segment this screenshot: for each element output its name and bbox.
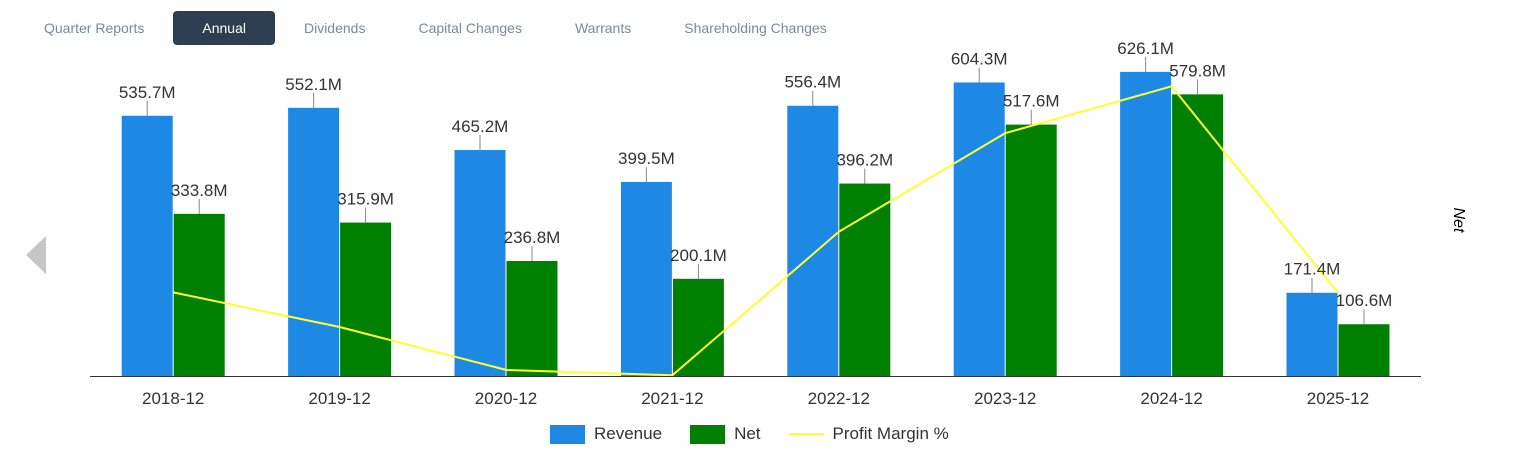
legend-item-revenue[interactable]: Revenue: [550, 424, 662, 444]
revenue-data-label-2024-12: 626.1M: [1117, 39, 1174, 58]
net-data-label-2024-12: 579.8M: [1169, 61, 1226, 80]
revenue-bar-2020-12[interactable]: [454, 150, 506, 376]
net-bar-2022-12[interactable]: [839, 183, 891, 376]
legend-item-net[interactable]: Net: [690, 424, 761, 444]
net-bar-2024-12[interactable]: [1172, 94, 1224, 376]
revenue-data-label-2019-12: 552.1M: [285, 75, 342, 94]
net-bar-2025-12[interactable]: [1338, 324, 1390, 376]
net-bar-2023-12[interactable]: [1005, 124, 1057, 376]
revenue-data-label-2023-12: 604.3M: [951, 49, 1008, 68]
net-data-label-2021-12: 200.1M: [670, 246, 727, 265]
tab-quarter-reports[interactable]: Quarter Reports: [44, 20, 145, 36]
right-axis-label: Net: [1450, 207, 1467, 233]
revenue-bar-2021-12[interactable]: [620, 181, 672, 376]
x-tick-label-2018-12: 2018-12: [142, 389, 204, 408]
revenue-bar-2025-12[interactable]: [1286, 292, 1338, 376]
net-bar-2020-12[interactable]: [506, 260, 558, 376]
revenue-data-label-2020-12: 465.2M: [452, 117, 509, 136]
net-data-label-2023-12: 517.6M: [1003, 92, 1060, 111]
net-data-label-2020-12: 236.8M: [504, 228, 561, 247]
revenue-data-label-2025-12: 171.4M: [1284, 260, 1341, 279]
revenue-data-label-2021-12: 399.5M: [618, 149, 675, 168]
x-tick-label-2025-12: 2025-12: [1307, 389, 1369, 408]
revenue-data-label-2022-12: 556.4M: [784, 73, 841, 92]
revenue-bar-2022-12[interactable]: [787, 105, 839, 377]
revenue-bar-2024-12[interactable]: [1120, 71, 1172, 376]
legend-label-net: Net: [734, 424, 761, 443]
legend-label-profit-margin: Profit Margin %: [832, 424, 949, 443]
x-tick-label-2023-12: 2023-12: [974, 389, 1036, 408]
x-tick-label-2022-12: 2022-12: [808, 389, 870, 408]
revenue-bar-2023-12[interactable]: [953, 82, 1005, 377]
report-tabs: Quarter Reports Annual Dividends Capital…: [20, 11, 856, 45]
legend-swatch-net: [690, 424, 726, 444]
revenue-bar-2018-12[interactable]: [121, 115, 173, 376]
profit-margin-line[interactable]: [172, 85, 1339, 377]
net-data-label-2022-12: 396.2M: [836, 151, 893, 170]
chart-legend: Revenue Net Profit Margin %: [550, 423, 977, 445]
revenue-bar-2019-12[interactable]: [288, 107, 340, 376]
net-data-label-2018-12: 333.8M: [171, 181, 228, 200]
tab-dividends[interactable]: Dividends: [303, 20, 366, 36]
tab-warrants[interactable]: Warrants: [574, 20, 632, 36]
tab-annual[interactable]: Annual: [173, 11, 275, 45]
previous-arrow-icon[interactable]: [26, 236, 46, 274]
net-bar-2019-12[interactable]: [340, 222, 392, 376]
legend-label-revenue: Revenue: [594, 424, 663, 443]
x-tick-label-2021-12: 2021-12: [641, 389, 703, 408]
legend-swatch-profit-margin: [788, 433, 824, 435]
x-tick-label-2020-12: 2020-12: [475, 389, 537, 408]
x-tick-label-2024-12: 2024-12: [1140, 389, 1202, 408]
x-tick-label-2019-12: 2019-12: [308, 389, 370, 408]
net-data-label-2019-12: 315.9M: [337, 190, 394, 209]
net-bar-2021-12[interactable]: [672, 278, 724, 376]
legend-item-profit-margin[interactable]: Profit Margin %: [788, 424, 949, 444]
tab-shareholding-changes[interactable]: Shareholding Changes: [684, 20, 827, 36]
tab-capital-changes[interactable]: Capital Changes: [418, 20, 522, 36]
revenue-data-label-2018-12: 535.7M: [119, 83, 176, 102]
legend-swatch-revenue: [550, 424, 585, 444]
net-data-label-2025-12: 106.6M: [1336, 291, 1393, 310]
